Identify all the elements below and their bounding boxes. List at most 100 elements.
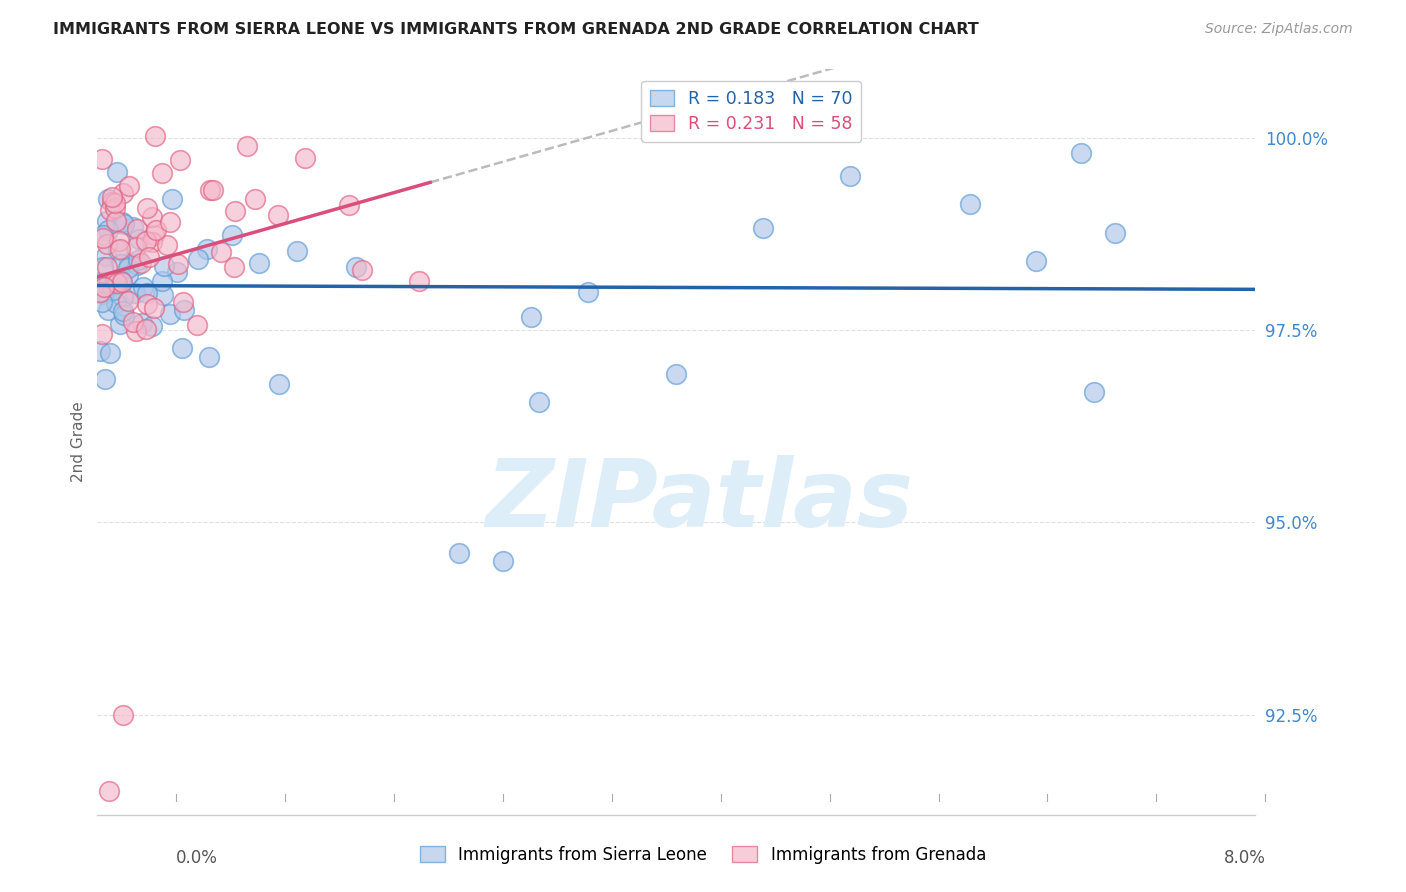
Point xyxy=(1025,253,1047,268)
Point xyxy=(128,232,150,246)
Point xyxy=(111,215,134,229)
Point xyxy=(104,274,127,288)
Point xyxy=(145,223,167,237)
Point xyxy=(125,240,148,254)
Point xyxy=(104,196,127,211)
Legend: R = 0.183   N = 70, R = 0.231   N = 58: R = 0.183 N = 70, R = 0.231 N = 58 xyxy=(641,81,862,142)
Point xyxy=(90,294,112,309)
Point xyxy=(89,275,111,289)
Point xyxy=(136,201,159,215)
Point xyxy=(143,301,166,316)
Point xyxy=(104,201,127,215)
Point xyxy=(150,274,173,288)
Point xyxy=(127,252,149,267)
Point xyxy=(94,276,117,290)
Point xyxy=(101,190,124,204)
Point xyxy=(111,275,134,289)
Point xyxy=(96,214,118,228)
Point xyxy=(187,252,209,267)
Point xyxy=(108,317,131,331)
Point xyxy=(98,203,121,218)
Point xyxy=(105,216,128,230)
Point xyxy=(91,228,114,243)
Point xyxy=(100,194,122,209)
Point xyxy=(104,296,127,310)
Point xyxy=(285,244,308,259)
Point xyxy=(344,260,367,275)
Text: ZIPatlas: ZIPatlas xyxy=(485,455,914,547)
Point xyxy=(141,210,163,224)
Point xyxy=(91,287,114,301)
Point xyxy=(141,235,163,249)
Point xyxy=(91,152,114,166)
Text: 8.0%: 8.0% xyxy=(1223,849,1265,867)
Point xyxy=(159,307,181,321)
Point xyxy=(838,169,860,184)
Point xyxy=(243,193,266,207)
Point xyxy=(166,265,188,279)
Point xyxy=(112,217,135,231)
Point xyxy=(224,260,246,275)
Point xyxy=(93,279,115,293)
Point xyxy=(96,260,118,275)
Point xyxy=(122,315,145,329)
Point xyxy=(98,345,121,359)
Point xyxy=(167,257,190,271)
Point xyxy=(520,310,543,324)
Point xyxy=(105,164,128,178)
Point xyxy=(131,316,153,330)
Point xyxy=(170,341,193,355)
Point xyxy=(294,151,316,165)
Point xyxy=(172,295,194,310)
Point xyxy=(117,261,139,276)
Point xyxy=(91,231,114,245)
Point xyxy=(198,183,221,197)
Point xyxy=(91,260,114,274)
Point xyxy=(150,166,173,180)
Point xyxy=(97,784,120,798)
Point xyxy=(198,350,221,364)
Point xyxy=(112,308,135,322)
Point xyxy=(90,326,112,341)
Text: 0.0%: 0.0% xyxy=(176,849,218,867)
Text: IMMIGRANTS FROM SIERRA LEONE VS IMMIGRANTS FROM GRENADA 2ND GRADE CORRELATION CH: IMMIGRANTS FROM SIERRA LEONE VS IMMIGRAN… xyxy=(53,22,979,37)
Point xyxy=(236,138,259,153)
Point xyxy=(107,234,129,248)
Point xyxy=(94,372,117,386)
Point xyxy=(576,285,599,300)
Point xyxy=(111,290,134,304)
Point xyxy=(491,554,513,568)
Point xyxy=(105,214,128,228)
Point xyxy=(186,318,208,332)
Point xyxy=(449,546,471,560)
Point xyxy=(173,303,195,318)
Point xyxy=(97,275,120,289)
Point xyxy=(202,183,225,197)
Y-axis label: 2nd Grade: 2nd Grade xyxy=(72,401,86,482)
Point xyxy=(121,219,143,234)
Point xyxy=(1083,384,1105,399)
Point xyxy=(267,376,290,391)
Point xyxy=(1070,146,1092,161)
Point xyxy=(337,198,360,212)
Point xyxy=(132,280,155,294)
Point xyxy=(1104,226,1126,240)
Point xyxy=(117,268,139,283)
Point xyxy=(118,178,141,193)
Point xyxy=(97,302,120,317)
Point xyxy=(110,243,132,257)
Point xyxy=(136,285,159,300)
Point xyxy=(89,285,111,299)
Point xyxy=(96,237,118,252)
Point xyxy=(959,197,981,211)
Point xyxy=(152,259,174,273)
Point xyxy=(138,250,160,264)
Point xyxy=(110,257,132,271)
Point xyxy=(127,222,149,236)
Point xyxy=(152,288,174,302)
Point xyxy=(224,203,246,218)
Point xyxy=(93,285,115,299)
Point xyxy=(97,192,120,206)
Point xyxy=(156,237,179,252)
Point xyxy=(160,192,183,206)
